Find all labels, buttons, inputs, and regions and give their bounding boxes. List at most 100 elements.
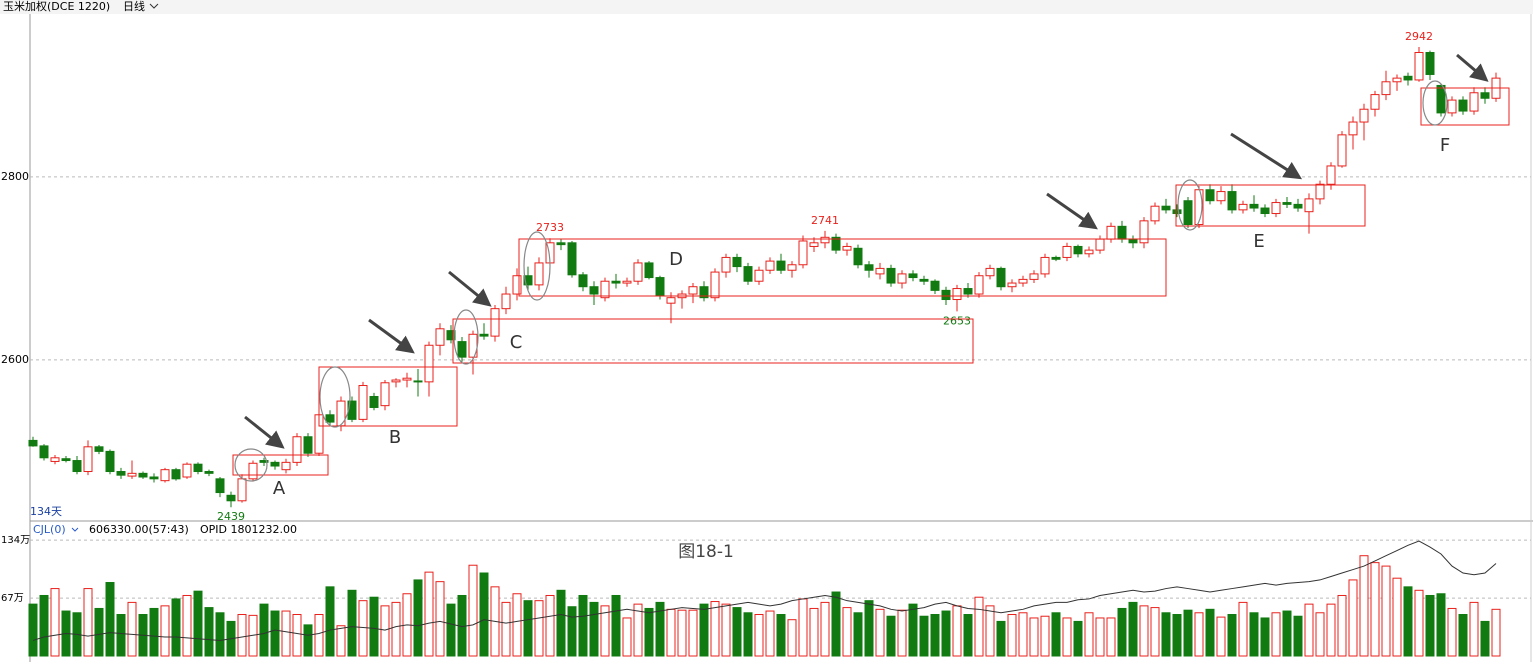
volume-bar [171,598,181,657]
candle-body [237,478,247,502]
candle-body [1040,256,1050,275]
volume-bar [1172,614,1182,657]
volume-bar [182,594,192,657]
volume-bar [523,600,533,657]
candle-body [1271,202,1281,215]
toolbar [0,0,1533,14]
candle-body [1205,189,1215,202]
candle-body [1073,245,1083,255]
zone-label: A [273,478,286,499]
candle-body [556,242,566,246]
candle-body [215,478,225,494]
y-tick-label: 67万 [1,593,24,604]
volume-bar [1447,607,1457,657]
candle-body [1260,207,1270,215]
candle-body [534,262,544,286]
candle-body [941,289,951,301]
opid-readout: OPID 1801232.00 [200,523,297,536]
volume-bar [754,614,764,657]
candle-body [523,275,533,286]
extreme-label: 2733 [536,221,564,234]
volume-bar [1084,612,1094,657]
candle-body [1139,220,1149,244]
volume-bar [875,608,885,657]
volume-bar [303,624,313,657]
volume-bar [1128,601,1138,657]
candle-body [886,267,896,284]
indicator-caret[interactable] [71,527,79,532]
candle-body [1469,92,1479,112]
volume-bar [1073,620,1083,657]
volume-bar [1392,577,1402,657]
candle-body [589,286,599,295]
volume-bar [413,579,423,657]
volume-bar [1205,608,1215,657]
candle-body [1436,84,1446,114]
volume-bar [39,594,49,657]
volume-bar [270,610,280,657]
volume-bar [1095,617,1105,657]
extreme-label: 2653 [943,314,971,327]
candle-body [809,242,819,247]
candle-body [1359,108,1369,123]
candle-body [1381,81,1391,96]
volume-bar [358,600,368,657]
volume-bar [1414,589,1424,657]
candle-body [699,286,709,299]
volume-bar [897,609,907,657]
volume-bar [1359,555,1369,657]
candle-body [127,472,137,477]
period-selector[interactable]: 日线 [123,0,145,13]
arrow [1230,132,1303,180]
candle-body [226,494,236,502]
instrument[interactable]: 玉米加权(DCE 1220) [3,0,110,13]
candle-body [248,462,258,480]
volume-bar [1139,605,1149,657]
candle-body [83,446,93,473]
candle-body [149,476,159,480]
candle-body [1425,52,1435,75]
volume-bar [1106,617,1116,657]
candle-body [1227,191,1237,211]
candle-body [160,469,170,482]
volume-bar [1304,603,1314,657]
candle-body [919,278,929,282]
volume-bar [567,606,577,657]
candle-body [1238,203,1248,211]
candle-body [655,277,665,297]
candle-body [666,297,676,304]
volume-bar [644,607,654,657]
volume-bar [1425,594,1435,657]
candle-body [1051,256,1061,260]
volume-bar [1040,615,1050,657]
zone-label: C [510,332,523,353]
volume-bar [1227,614,1237,657]
candle-body [138,472,148,478]
indicator-name[interactable]: CJL(0) [33,523,66,536]
candle-body [798,240,808,266]
zone-box [1175,184,1366,227]
candle-body [644,262,654,279]
candle-body [1326,165,1336,185]
volume-bar [853,612,863,657]
volume-bar [468,564,478,657]
volume-bar [325,586,335,657]
zone-label: B [389,427,401,448]
candle-body [1249,203,1259,209]
zone-box [318,366,458,427]
volume-bar [765,610,775,657]
volume-bar [369,596,379,657]
candle-body [105,450,115,473]
dropdown-caret[interactable] [149,3,159,9]
candle-body [259,460,269,463]
candle-body [358,385,368,420]
volume-bar [1029,617,1039,657]
volume-bar [930,614,940,657]
zone-box [1420,87,1510,126]
volume-bar [116,614,126,657]
volume-bar [336,625,346,657]
volume-bar [787,619,797,657]
candle-body [875,267,885,275]
candle-body [787,264,797,271]
